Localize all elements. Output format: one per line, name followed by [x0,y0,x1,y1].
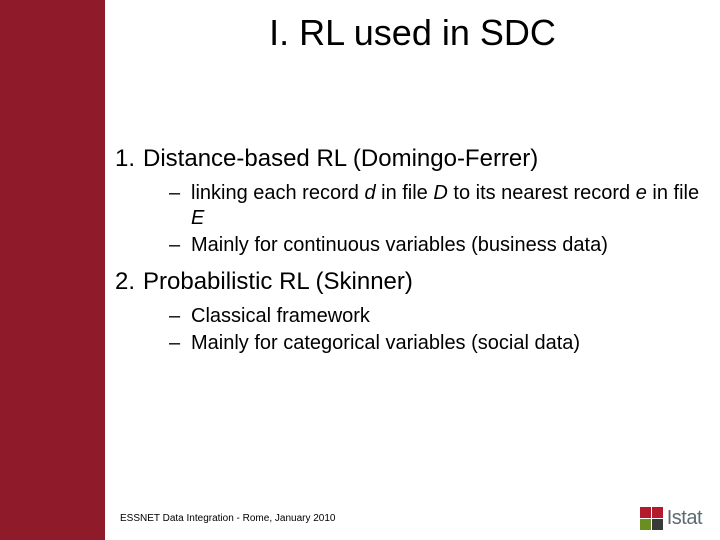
logo-square [640,507,651,518]
list-item: 2. Probabilistic RL (Skinner) [115,268,710,296]
sub-item: – Mainly for continuous variables (busin… [169,233,710,258]
dash-icon: – [169,233,191,258]
list-item: 1. Distance-based RL (Domingo-Ferrer) [115,145,710,173]
dash-icon: – [169,331,191,356]
sub-text: Mainly for continuous variables (busines… [191,233,710,258]
item-number: 2. [115,268,143,296]
left-sidebar [0,0,105,540]
logo-square [640,519,651,530]
sub-list: – linking each record d in file D to its… [169,181,710,258]
item-text: Probabilistic RL (Skinner) [143,268,413,296]
item-number: 1. [115,145,143,173]
content-area: 1. Distance-based RL (Domingo-Ferrer) – … [115,145,710,366]
dash-icon: – [169,304,191,329]
logo-icon [640,506,664,530]
sub-item: – Mainly for categorical variables (soci… [169,331,710,356]
logo-text: Istat [667,507,702,530]
logo-square [652,519,663,530]
slide: I. RL used in SDC 1. Distance-based RL (… [0,0,720,540]
sub-list: – Classical framework – Mainly for categ… [169,304,710,356]
sub-text: Mainly for categorical variables (social… [191,331,710,356]
item-text: Distance-based RL (Domingo-Ferrer) [143,145,538,173]
sub-item: – linking each record d in file D to its… [169,181,710,231]
footer-text: ESSNET Data Integration - Rome, January … [120,513,335,524]
slide-title: I. RL used in SDC [105,12,720,54]
dash-icon: – [169,181,191,231]
istat-logo: Istat [640,506,702,530]
sub-item: – Classical framework [169,304,710,329]
sub-text: Classical framework [191,304,710,329]
sub-text: linking each record d in file D to its n… [191,181,710,231]
logo-square [652,507,663,518]
